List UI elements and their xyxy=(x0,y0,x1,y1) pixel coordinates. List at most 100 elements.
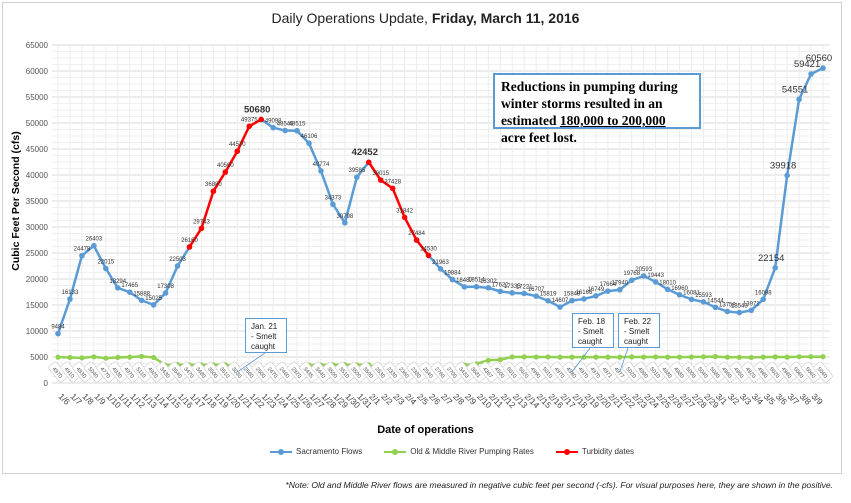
sacramento-point xyxy=(593,293,599,299)
sacramento-data-label: 19443 xyxy=(647,273,664,279)
sacramento-data-label: 24530 xyxy=(420,246,437,252)
sacramento-segment xyxy=(295,129,311,145)
sacramento-data-label: 13758 xyxy=(719,302,736,308)
sacramento-data-label: 37428 xyxy=(384,179,401,185)
sacramento-point xyxy=(461,284,468,290)
sacramento-point xyxy=(796,96,802,103)
turbidity-segment xyxy=(188,227,203,249)
sacramento-point xyxy=(354,174,360,180)
sacramento-data-label: 16166 xyxy=(576,290,593,296)
sacramento-point xyxy=(67,296,73,302)
sacramento-data-label: 60560 xyxy=(806,53,832,64)
turbidity-segment xyxy=(415,238,430,257)
sacramento-data-label: 39585 xyxy=(348,168,365,174)
legend-item-turbidity: Turbidity dates xyxy=(555,447,634,456)
sacramento-point xyxy=(581,296,587,302)
turbidity-segment xyxy=(200,189,215,230)
note-jan21: Jan. 21 - Smelt caught xyxy=(245,318,287,353)
sacramento-data-label: 40560 xyxy=(217,163,234,169)
sacramento-segment xyxy=(92,244,108,270)
y-tick-label: 15000 xyxy=(26,301,49,310)
sacramento-data-label: 31842 xyxy=(396,208,413,214)
y-tick-label: 65000 xyxy=(26,41,49,50)
pumping-point xyxy=(557,354,563,360)
sacramento-segment xyxy=(355,160,371,179)
pumping-point xyxy=(79,355,85,361)
sacramento-data-label: 17622 xyxy=(492,282,509,288)
turbidity-point xyxy=(413,237,420,243)
sacramento-data-label: 17664 xyxy=(600,282,617,288)
note-pointer xyxy=(619,347,629,373)
y-tick-label: 60000 xyxy=(26,67,49,76)
pumping-point xyxy=(485,357,491,363)
sacramento-data-label: 18487 xyxy=(456,278,473,284)
sacramento-point xyxy=(114,285,121,291)
y-tick-label: 40000 xyxy=(26,171,49,180)
sacramento-data-label: 26160 xyxy=(181,238,198,244)
sacramento-data-label: 44570 xyxy=(229,142,246,148)
y-tick-label: 45000 xyxy=(26,145,49,154)
sacramento-data-label: 16749 xyxy=(588,287,605,293)
turbidity-point xyxy=(365,159,372,166)
sacramento-point xyxy=(449,276,456,283)
sacramento-point xyxy=(509,290,516,296)
sacramento-point xyxy=(150,302,157,308)
sacramento-point xyxy=(485,285,492,291)
sacramento-data-label: 18302 xyxy=(480,279,497,285)
sacramento-data-label: 42452 xyxy=(352,147,378,158)
legend-item-pumping: Old & Middle River Pumping Rates xyxy=(384,447,534,456)
sacramento-data-label: 39918 xyxy=(770,160,796,171)
sacramento-point xyxy=(79,252,85,259)
sacramento-point xyxy=(724,308,731,315)
sacramento-data-label: 17308 xyxy=(157,284,174,290)
sacramento-data-label: 54551 xyxy=(782,84,808,95)
sacramento-segment xyxy=(761,266,777,301)
pumping-point xyxy=(151,354,157,361)
x-axis-label: Date of operations xyxy=(377,424,474,436)
x-tick-label: 3/9 xyxy=(810,391,826,407)
sacramento-data-label: 22503 xyxy=(169,257,186,263)
sacramento-data-label: 48515 xyxy=(289,122,306,128)
sacramento-data-label: 49375 xyxy=(241,117,258,123)
sacramento-data-label: 39015 xyxy=(372,171,389,177)
sacramento-data-label: 15025 xyxy=(145,296,162,302)
sacramento-segment xyxy=(785,98,801,177)
sacramento-point xyxy=(557,304,563,310)
sacramento-point xyxy=(569,297,575,304)
note-pointer xyxy=(237,352,266,373)
sacramento-point xyxy=(497,288,504,295)
sacramento-data-label: 46106 xyxy=(301,134,318,140)
turbidity-segment xyxy=(236,125,251,153)
sacramento-point xyxy=(55,330,61,337)
sacramento-segment xyxy=(164,264,179,295)
turbidity-point xyxy=(389,185,396,192)
sacramento-point xyxy=(760,296,767,303)
pumping-point xyxy=(688,354,695,360)
sacramento-data-label: 15888 xyxy=(133,291,150,297)
y-tick-label: 30000 xyxy=(26,223,49,232)
sacramento-data-label: 49098 xyxy=(265,119,282,125)
turbidity-segment xyxy=(403,216,418,242)
sacramento-segment xyxy=(331,203,347,225)
sacramento-segment xyxy=(176,245,191,268)
sacramento-data-label: 13971 xyxy=(743,301,760,307)
pumping-point xyxy=(569,354,575,360)
sacramento-segment xyxy=(307,141,323,173)
y-tick-label: 25000 xyxy=(26,249,49,258)
pumping-point xyxy=(700,354,707,360)
sacramento-data-label: 15819 xyxy=(540,292,557,298)
sacramento-point xyxy=(748,307,755,314)
turbidity-point xyxy=(246,123,253,130)
sacramento-point xyxy=(664,286,671,293)
turbidity-point xyxy=(186,244,193,250)
pumping-point xyxy=(784,354,790,360)
sacramento-data-label: 17335 xyxy=(504,284,521,290)
pumping-point xyxy=(629,354,635,360)
sacramento-data-label: 59421 xyxy=(794,59,820,70)
sacramento-data-label: 17465 xyxy=(121,283,138,289)
sacramento-point xyxy=(652,279,659,285)
sacramento-data-label: 18294 xyxy=(109,279,126,285)
sacramento-data-label: 15593 xyxy=(695,293,712,299)
pumping-point xyxy=(772,354,778,360)
sacramento-data-label: 40774 xyxy=(313,162,330,168)
